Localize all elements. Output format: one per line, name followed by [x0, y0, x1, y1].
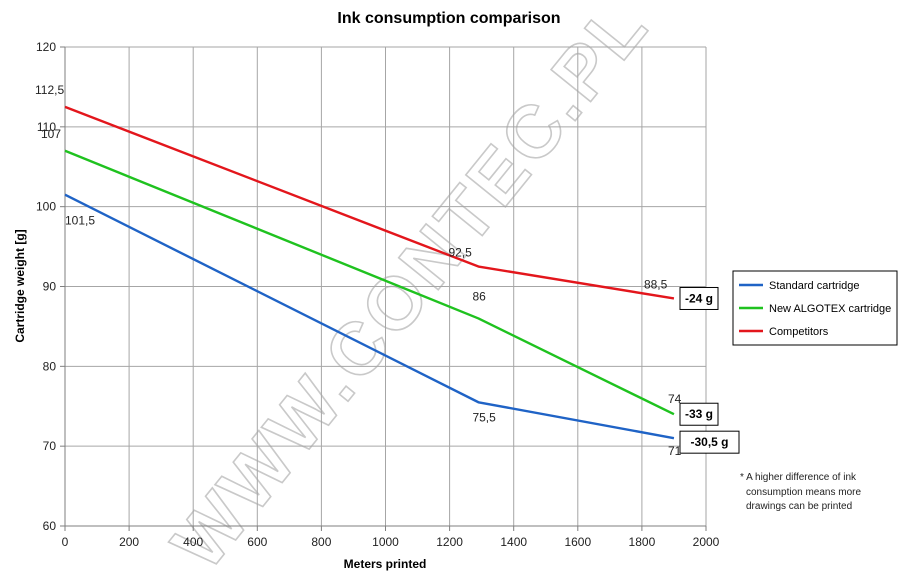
y-tick-label: 90 — [43, 280, 57, 294]
y-tick-label: 70 — [43, 439, 57, 453]
x-tick-label: 1400 — [500, 535, 527, 549]
difference-label: -24 g — [685, 291, 713, 305]
x-tick-label: 1200 — [436, 535, 463, 549]
series-line — [64, 105, 675, 300]
data-label: 112,5 — [35, 83, 64, 97]
difference-boxes: -24 g -33 g -30,5 g — [679, 286, 740, 454]
legend-label: New ALGOTEX cartridge — [769, 303, 891, 315]
y-tick-label: 100 — [36, 200, 56, 214]
difference-box — [679, 430, 740, 454]
footnote: * A higher difference of ink consumption… — [740, 472, 861, 512]
y-tick-label: 80 — [43, 359, 57, 373]
data-label: 86 — [472, 289, 486, 303]
difference-label: -30,5 g — [690, 435, 728, 449]
footnote-line-2: consumption means more — [746, 487, 861, 498]
data-label: 71 — [668, 444, 682, 458]
data-label: 101,5 — [65, 214, 95, 228]
y-axis-title: Cartridge weight [g] — [13, 229, 27, 342]
y-tick-label: 120 — [36, 40, 56, 54]
grid — [64, 46, 707, 527]
data-label: 88,5 — [644, 277, 668, 291]
y-tick-label: 60 — [43, 519, 57, 533]
footnote-line-3: drawings can be printed — [746, 501, 852, 512]
footnote-line-1: * A higher difference of ink — [740, 472, 857, 483]
data-label: 74 — [668, 392, 682, 406]
difference-label: -33 g — [685, 407, 713, 421]
data-label: 92,5 — [448, 246, 472, 260]
series-line — [64, 149, 675, 416]
x-tick-label: 1600 — [564, 535, 591, 549]
series-line — [64, 193, 675, 440]
legend-label: Standard cartridge — [769, 280, 860, 292]
difference-box — [679, 402, 719, 426]
x-tick-label: 1000 — [372, 535, 399, 549]
data-label: 75,5 — [472, 410, 496, 424]
data-labels: 101,5 75,5 71 107 86 74 112,5 92,5 88,5 — [35, 83, 682, 458]
x-tick-label: 600 — [247, 535, 267, 549]
x-tick-label: 800 — [311, 535, 331, 549]
series-lines — [64, 105, 675, 440]
chart-title: Ink consumption comparison — [337, 10, 560, 27]
legend-label: Competitors — [769, 326, 829, 338]
difference-box — [679, 286, 719, 310]
data-label: 107 — [41, 127, 61, 141]
legend: Standard cartridge New ALGOTEX cartridge C… — [732, 270, 898, 346]
y-tick-label: 110 — [37, 120, 56, 134]
x-tick-label: 2000 — [693, 535, 720, 549]
x-tick-label: 1800 — [629, 535, 656, 549]
x-axis-title: Meters printed — [344, 557, 427, 571]
x-tick-label: 400 — [183, 535, 203, 549]
x-tick-label: 0 — [62, 535, 69, 549]
x-tick-label: 200 — [119, 535, 139, 549]
